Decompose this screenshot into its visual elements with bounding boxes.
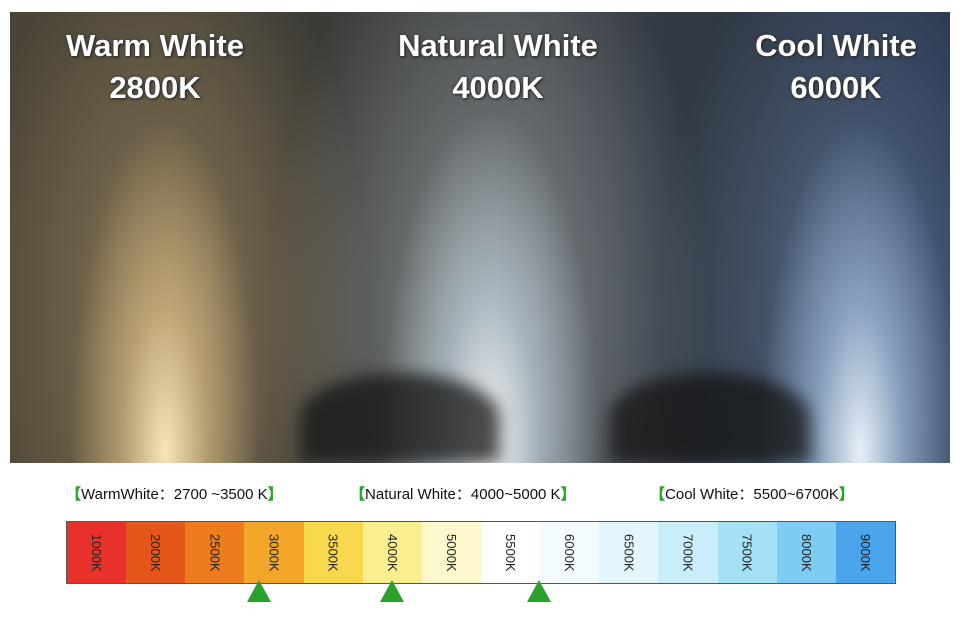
scale-cell: 5500K [480, 522, 541, 583]
range-value: 4000~5000 K [470, 486, 561, 503]
scale-cell: 6000K [540, 522, 600, 583]
range-label: 【Natural White：4000~5000 K】 [350, 483, 576, 504]
label-name: Natural White [398, 28, 598, 63]
scale-cell: 2500K [185, 522, 245, 583]
bracket: 【 [650, 486, 666, 503]
scale-label: 3500K [325, 533, 341, 572]
scale-label: 5500K [503, 533, 519, 572]
range-name: WarmWhite： [81, 486, 174, 503]
label-temperature: 2800K [109, 70, 201, 105]
shadow [610, 373, 810, 463]
photo-label: Cool White 6000K [686, 25, 950, 109]
range-name: Natural White： [365, 486, 471, 503]
scale-label: 5000K [443, 533, 459, 572]
scale-label: 4000K [384, 533, 400, 572]
range-label: 【WarmWhite：2700 ~3500 K】 [66, 483, 283, 504]
scale-label: 2000K [148, 533, 164, 572]
light-photo: Warm White 2800K Natural White 4000K Coo… [10, 12, 950, 463]
marker [247, 580, 271, 602]
photo-label: Warm White 2800K [10, 25, 305, 109]
scale-label: 7000K [680, 533, 696, 572]
photo-label: Natural White 4000K [348, 25, 648, 109]
scale-cell: 7000K [658, 522, 718, 583]
marker [527, 580, 551, 602]
bracket: 】 [838, 486, 854, 503]
marker [380, 580, 404, 602]
label-temperature: 6000K [790, 70, 882, 105]
scale-label: 8000K [798, 533, 814, 572]
scale-cell: 7500K [717, 522, 777, 583]
range-value: 2700 ~3500 K [173, 486, 268, 503]
scale-label: 9000K [857, 533, 873, 572]
scale-label: 1000K [89, 533, 105, 572]
scale-cell: 2000K [126, 522, 186, 583]
shadow [300, 373, 500, 463]
label-temperature: 4000K [452, 70, 544, 105]
scale-label: 2500K [207, 533, 223, 572]
scale-label: 6000K [562, 533, 578, 572]
bracket: 【 [350, 486, 366, 503]
range-label: 【Cool White：5500~6700K】 [650, 483, 854, 504]
scale-cell: 4000K [362, 522, 422, 583]
scale-label: 6500K [621, 533, 637, 572]
scale-cell: 9000K [835, 522, 895, 583]
label-name: Cool White [755, 28, 917, 63]
scale-label: 3000K [266, 533, 282, 572]
bracket: 】 [267, 486, 283, 503]
scale-cell: 1000K [67, 522, 127, 583]
scale-cell: 5000K [421, 522, 481, 583]
bracket: 】 [560, 486, 576, 503]
range-name: Cool White： [665, 486, 754, 503]
scale-label: 7500K [739, 533, 755, 572]
bracket: 【 [66, 486, 82, 503]
range-value: 5500~6700K [753, 486, 839, 503]
scale-cell: 3000K [244, 522, 304, 583]
scale-cell: 6500K [599, 522, 659, 583]
label-name: Warm White [66, 28, 244, 63]
scale-cell: 8000K [776, 522, 836, 583]
color-scale: 1000K 2000K 2500K 3000K 3500K 4000K 5000K 5500K… [66, 521, 896, 584]
scale-cell: 3500K [303, 522, 363, 583]
